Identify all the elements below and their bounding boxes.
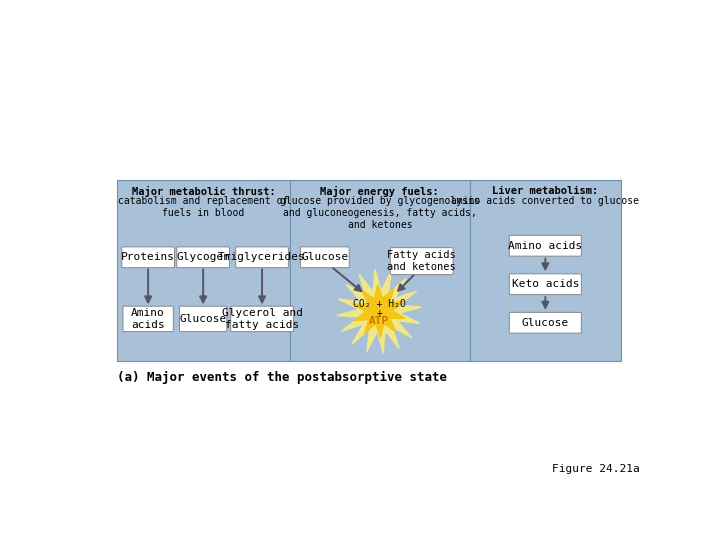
Text: amino acids converted to glucose: amino acids converted to glucose	[451, 197, 639, 206]
FancyBboxPatch shape	[123, 306, 174, 332]
Text: Glucose: Glucose	[522, 318, 569, 328]
Text: Fatty acids
and ketones: Fatty acids and ketones	[387, 251, 456, 272]
Polygon shape	[337, 269, 421, 353]
FancyBboxPatch shape	[509, 312, 581, 333]
Text: Liver metabolism:: Liver metabolism:	[492, 186, 598, 197]
FancyBboxPatch shape	[509, 235, 581, 256]
Polygon shape	[353, 284, 405, 338]
FancyBboxPatch shape	[390, 248, 453, 275]
Text: Major metabolic thrust:: Major metabolic thrust:	[132, 186, 276, 198]
Text: ATP: ATP	[369, 316, 390, 326]
Text: Amino
acids: Amino acids	[131, 308, 165, 330]
Bar	[117, 180, 290, 361]
Bar	[290, 180, 469, 361]
FancyBboxPatch shape	[122, 247, 174, 268]
FancyBboxPatch shape	[230, 306, 294, 332]
Text: Amino acids: Amino acids	[508, 241, 582, 251]
Text: Glucose: Glucose	[301, 252, 348, 262]
Text: Keto acids: Keto acids	[512, 279, 579, 289]
Text: Triglycerides: Triglycerides	[218, 252, 306, 262]
Text: +: +	[376, 308, 382, 318]
FancyBboxPatch shape	[300, 247, 349, 268]
Text: catabolism and replacement of
fuels in blood: catabolism and replacement of fuels in b…	[118, 197, 289, 218]
Text: Glycogen: Glycogen	[176, 252, 230, 262]
FancyBboxPatch shape	[177, 247, 230, 268]
Text: Glycerol and
fatty acids: Glycerol and fatty acids	[222, 308, 302, 330]
Text: Glucose: Glucose	[179, 314, 227, 324]
FancyBboxPatch shape	[235, 247, 289, 268]
Text: glucose provided by glycogenolysis
and gluconeogenesis, fatty acids,
and ketones: glucose provided by glycogenolysis and g…	[280, 197, 480, 230]
Text: CO₂ + H₂O: CO₂ + H₂O	[353, 299, 405, 309]
Text: (a) Major events of the postabsorptive state: (a) Major events of the postabsorptive s…	[117, 370, 447, 383]
FancyBboxPatch shape	[509, 274, 581, 295]
Text: Proteins: Proteins	[121, 252, 175, 262]
FancyBboxPatch shape	[179, 306, 227, 332]
Text: Figure 24.21a: Figure 24.21a	[552, 464, 640, 475]
Text: Major energy fuels:: Major energy fuels:	[320, 186, 439, 198]
Bar	[469, 180, 621, 361]
